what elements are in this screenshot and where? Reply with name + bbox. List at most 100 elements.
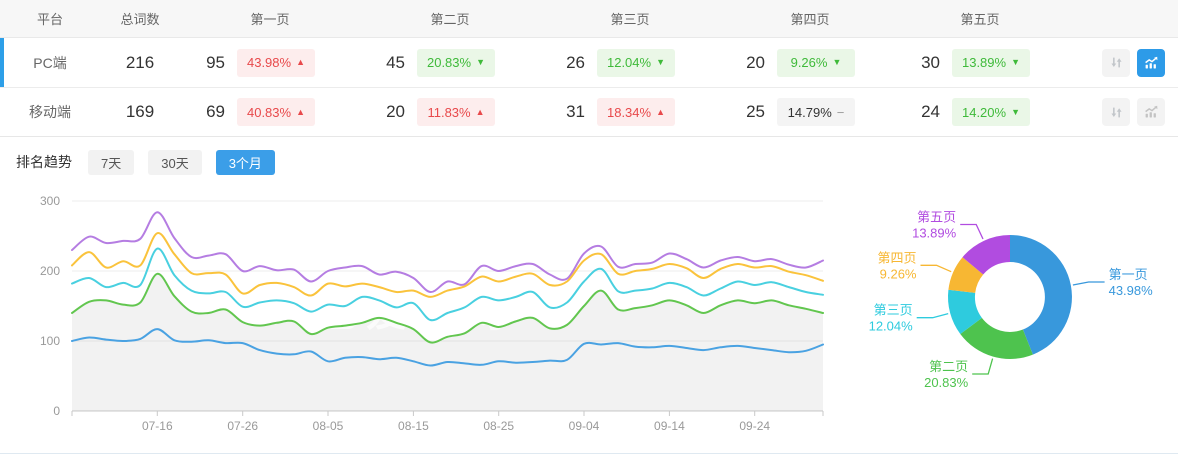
trend-toolbar: 排名趋势 7天 30天 3个月: [0, 137, 1178, 187]
column-header-3: 第二页: [430, 12, 470, 27]
x-axis-label-08-15: 08-15: [398, 419, 429, 433]
change-badge-up: 11.83% ▲: [417, 98, 495, 126]
page-1-cell: 69 40.83% ▲: [180, 98, 360, 126]
page-count-value: 31: [566, 102, 585, 121]
donut-slice-name-第四页: 第四页: [877, 250, 916, 265]
change-percent: 14.20%: [961, 104, 1007, 120]
change-percent: 20.83%: [426, 55, 472, 70]
change-percent: 43.98%: [246, 55, 292, 70]
x-axis-label-08-05: 08-05: [313, 419, 344, 433]
platform-row-pc[interactable]: PC端 216 95 43.98% ▲ 45 20.83% ▼ 26 12.04% ▼ 20 9.26%…: [0, 38, 1178, 87]
donut-slice-第一页[interactable]: [1010, 235, 1072, 355]
sort-compare-button[interactable]: [1102, 98, 1130, 126]
change-percent: 14.79%: [787, 104, 832, 120]
page-2-cell: 20 11.83% ▲: [360, 98, 540, 126]
charts-area: 0 100 200 300 07-16 07-26 08-05 08-15 08-25 09-04…: [0, 187, 1178, 450]
show-trend-chart-button[interactable]: [1137, 98, 1165, 126]
total-keywords-value: 216: [125, 52, 155, 72]
change-badge-up: 18.34% ▲: [597, 98, 675, 126]
x-axis-label-07-16: 07-16: [142, 419, 173, 433]
donut-slice-percent-第四页: 9.26%: [880, 266, 917, 281]
page-5-cell: 24 14.20% ▼: [900, 98, 1060, 126]
page-count-value: 24: [921, 102, 940, 121]
table-body: PC端 216 95 43.98% ▲ 45 20.83% ▼ 26 12.04% ▼ 20 9.26%…: [0, 38, 1178, 137]
sort-arrows-icon: [1110, 57, 1122, 68]
arrow-up-icon: ▲: [296, 106, 305, 117]
row-actions: [1060, 98, 1178, 126]
column-header-2: 第一页: [250, 12, 290, 27]
donut-slice-name-第三页: 第三页: [874, 303, 913, 318]
donut-slice-percent-第五页: 13.89%: [912, 226, 957, 241]
y-axis-label-200: 200: [40, 264, 60, 278]
donut-slice-第二页[interactable]: [960, 317, 1033, 359]
page-3-cell: 31 18.34% ▲: [540, 98, 720, 126]
donut-slice-第四页[interactable]: [948, 257, 984, 293]
platform-row-mobile[interactable]: 移动端 169 69 40.83% ▲ 20 11.83% ▲ 31 18.34% ▲ 25 14.79…: [0, 87, 1178, 136]
trend-line-第一页: [71, 328, 824, 367]
area-fill-第二页: [72, 273, 823, 411]
change-percent: 40.83%: [246, 104, 292, 120]
page-count-value: 20: [386, 102, 405, 121]
page-3-cell: 26 12.04% ▼: [540, 48, 720, 77]
donut-label-leader-第四页: [920, 264, 952, 273]
donut-slice-name-第一页: 第一页: [1109, 267, 1148, 282]
donut-slice-第五页[interactable]: [962, 235, 1011, 275]
x-axis-label-09-14: 09-14: [654, 419, 685, 433]
column-header-0: 平台: [36, 12, 63, 27]
trend-line-第五页: [71, 211, 824, 293]
change-badge-up: 40.83% ▲: [237, 98, 315, 126]
donut-slice-name-第二页: 第二页: [929, 359, 968, 374]
arrow-down-icon: ▼: [476, 57, 485, 67]
trend-chart-icon: [1145, 105, 1158, 118]
change-percent: 9.26%: [790, 55, 828, 70]
page-count-value: 45: [386, 52, 405, 72]
arrow-down-icon: ▼: [1011, 57, 1020, 67]
change-badge-down: 12.04% ▼: [597, 48, 675, 77]
change-badge-down: 14.20% ▼: [952, 98, 1030, 126]
trend-line-第二页: [71, 272, 824, 344]
minus-icon: −: [836, 104, 845, 120]
x-axis-label-07-26: 07-26: [227, 419, 258, 433]
column-header-4: 第三页: [610, 12, 650, 27]
sort-arrows-icon: [1110, 107, 1122, 117]
donut-slice-name-第五页: 第五页: [917, 210, 956, 225]
donut-slice-percent-第二页: 20.83%: [924, 375, 969, 390]
watermark-logo-icon: [315, 287, 357, 329]
change-badge-down: 20.83% ▼: [417, 48, 495, 77]
donut-slice-percent-第一页: 43.98%: [1109, 283, 1154, 298]
change-percent: 12.04%: [606, 55, 652, 70]
page-1-cell: 95 43.98% ▲: [180, 48, 360, 77]
change-badge-up: 43.98% ▲: [237, 48, 315, 77]
tab-range-0[interactable]: 7天: [88, 149, 135, 175]
donut-label-leader-第三页: [916, 312, 949, 319]
tab-range-2[interactable]: 3个月: [215, 149, 275, 175]
arrow-down-icon: ▼: [1011, 106, 1020, 117]
donut-slice-percent-第三页: 12.04%: [869, 319, 914, 334]
trend-line-第四页: [71, 232, 824, 298]
donut-label-leader-第二页: [972, 358, 994, 375]
arrow-up-icon: ▲: [296, 57, 305, 67]
trend-chart-icon: [1145, 56, 1158, 68]
table-header-row: 平台 总词数 第一页 第二页 第三页 第四页 第五页: [0, 0, 1178, 38]
page-count-value: 30: [921, 52, 940, 72]
change-badge-down: 9.26% ▼: [777, 48, 855, 77]
sort-compare-button[interactable]: [1102, 48, 1130, 77]
x-axis-label-09-04: 09-04: [569, 419, 600, 433]
tab-range-1[interactable]: 30天: [148, 149, 202, 175]
change-badge-flat: 14.79% −: [777, 98, 855, 126]
y-axis-label-300: 300: [40, 194, 60, 208]
arrow-up-icon: ▲: [475, 106, 485, 117]
donut-slice-第三页[interactable]: [947, 289, 982, 334]
page-count-value: 26: [566, 52, 585, 72]
change-percent: 11.83%: [427, 104, 471, 120]
page-4-cell: 20 9.26% ▼: [720, 48, 900, 77]
platform-label: PC端: [33, 54, 67, 71]
page-count-value: 20: [746, 52, 765, 72]
platform-label: 移动端: [29, 104, 71, 120]
donut-label-leader-第五页: [960, 223, 984, 240]
show-trend-chart-button[interactable]: [1137, 48, 1165, 77]
arrow-down-icon: ▼: [656, 57, 665, 67]
watermark: 爱站网: [315, 287, 504, 335]
x-axis-label-09-24: 09-24: [739, 419, 770, 433]
